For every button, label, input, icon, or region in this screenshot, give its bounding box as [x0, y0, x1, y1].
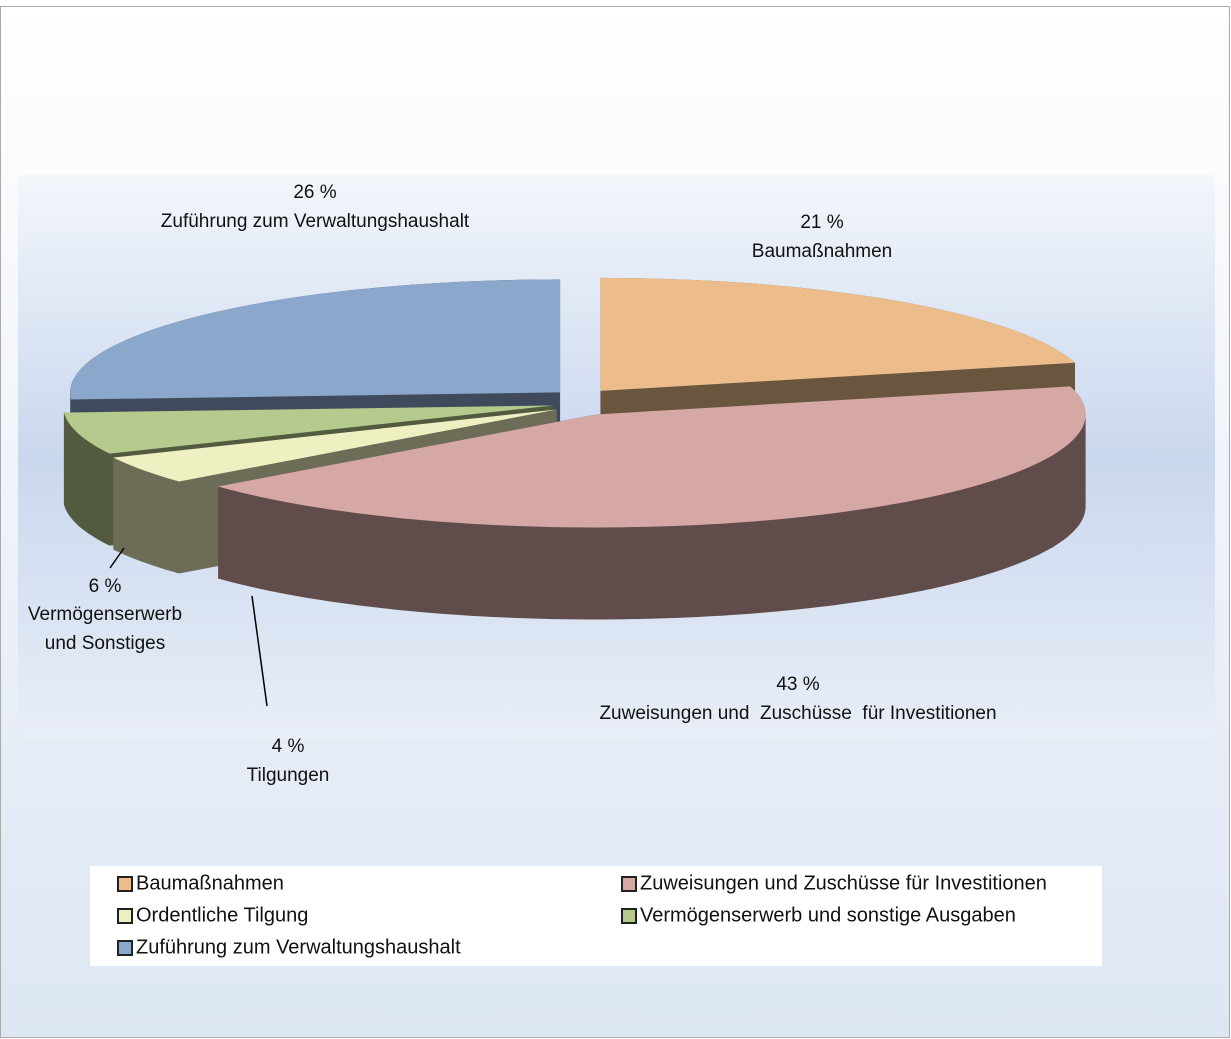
data-label: 26 % [293, 182, 336, 203]
data-label: 6 % [89, 576, 122, 597]
slice-label: Vermögenserwerb [28, 604, 182, 625]
legend-swatch [621, 876, 637, 892]
slice-label: Zuführung zum Verwaltungshaushalt [161, 211, 470, 232]
slice-label: Zuweisungen und Zuschüsse für Investitio… [599, 703, 996, 724]
slice [218, 386, 1086, 528]
legend [90, 866, 1102, 966]
legend-label: Baumaßnahmen [136, 872, 284, 894]
legend-swatch [117, 940, 133, 956]
slice-label: Baumaßnahmen [752, 241, 892, 262]
data-label: 4 % [272, 736, 305, 757]
legend-label: Vermögenserwerb und sonstige Ausgaben [640, 904, 1016, 926]
legend-swatch [621, 908, 637, 924]
slice [70, 279, 561, 400]
legend-label: Zuweisungen und Zuschüsse für Investitio… [640, 872, 1047, 894]
slice-label: und Sonstiges [45, 633, 165, 654]
leader-line [109, 547, 125, 569]
legend-label: Zuführung zum Verwaltungshaushalt [136, 936, 461, 958]
legend-label: Ordentliche Tilgung [136, 904, 308, 926]
data-label: 43 % [776, 674, 819, 695]
slice-label: Tilgungen [247, 765, 330, 786]
data-label: 21 % [800, 212, 843, 233]
labels: 21 % Baumaßnahmen 43 % Zuweisungen und Zusc… [28, 182, 1047, 958]
legend-swatch [117, 876, 133, 892]
slice [600, 277, 1075, 391]
slice [63, 405, 553, 454]
slice [113, 409, 557, 482]
pie [63, 277, 1086, 620]
legend-swatch [117, 908, 133, 924]
leader-line [251, 595, 268, 707]
